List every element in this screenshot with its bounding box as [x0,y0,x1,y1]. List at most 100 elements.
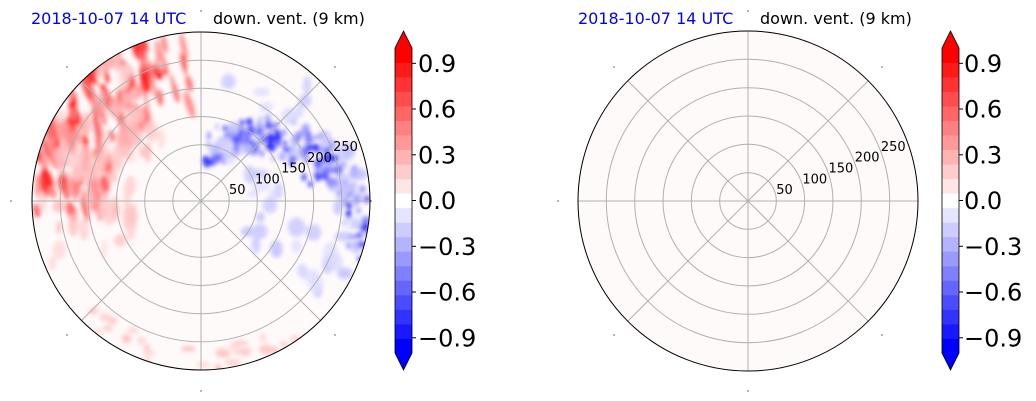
colorbar-band [395,135,412,151]
negative-cell [297,130,305,137]
colorbar-band [942,48,959,63]
positive-cell [35,172,41,195]
colorbar-band [395,236,412,252]
positive-cell [71,159,84,182]
positive-cell [98,90,107,107]
positive-cell [82,133,89,149]
colorbar-band [395,77,412,92]
colorbar-band [395,120,412,136]
positive-cell [228,342,239,350]
title-variable: down. vent. (9 km) [213,9,365,28]
negative-cell [256,148,263,155]
negative-cell [273,129,279,134]
colorbar-band [395,48,412,63]
positive-cell [144,343,151,352]
negative-cell [336,267,353,280]
negative-cell [273,134,283,140]
positive-cell [225,358,241,367]
positive-cell [123,92,131,106]
colorbar-band [942,280,959,296]
edge-tick [881,66,883,68]
positive-cell [47,185,57,199]
edge-tick [66,334,68,336]
colorbar-band [395,178,412,194]
negative-cell [305,144,314,149]
negative-cell [297,263,308,278]
colorbar-band [395,309,412,325]
negative-cell [203,160,211,168]
positive-cell [160,34,168,54]
positive-cell [93,328,103,334]
angular-gridline [81,200,202,321]
positive-cell [101,128,111,157]
negative-cell [257,127,263,136]
edge-tick [334,334,336,336]
radial-tick-label: 200 [307,151,332,166]
negative-cell [288,141,301,157]
angular-gridline [200,81,321,202]
negative-cell [266,113,271,122]
positive-cell [136,336,146,345]
negative-cell [273,182,284,199]
negative-cell [222,125,229,131]
colorbar-tick-label: 0.3 [418,141,456,169]
negative-cell [304,135,314,145]
edge-ticks [557,10,919,392]
positive-cell [106,170,119,184]
positive-cell [118,64,131,90]
negative-cell [262,197,278,214]
colorbar-band [395,222,412,238]
colorbar-band [942,91,959,107]
edge-tick [10,200,12,202]
negative-cell [274,139,279,145]
positive-cell [80,195,90,223]
colorbar-bands [941,30,960,371]
edge-tick [334,66,336,68]
colorbar-band [942,62,959,78]
negative-cell [292,156,298,161]
negative-cell [305,224,322,241]
colorbar-band [395,91,412,107]
positive-cell [259,333,267,342]
positive-cell [102,324,114,332]
edge-tick [747,390,749,392]
colorbar-band [395,338,412,354]
positive-cell [127,327,139,333]
polar-frame [31,31,371,371]
positive-cell [125,175,136,197]
negative-cell [251,236,261,254]
positive-cell [142,350,157,356]
colorbar-band [942,149,959,165]
negative-cell [268,143,276,153]
positive-cell [124,107,138,127]
colorbar-band [942,164,959,180]
colorbar-band [395,193,412,209]
colorbar-extend-min [942,353,959,370]
negative-cell [354,193,362,202]
colorbar-band [395,251,412,267]
negative-cell [358,185,367,194]
colorbar-band [942,265,959,281]
colorbar-band [942,309,959,325]
colorbar-outline [941,30,960,371]
angular-gridline [627,200,749,322]
negative-cell [321,166,331,176]
negative-cell [312,143,320,153]
edge-tick [66,66,68,68]
negative-cell [340,183,356,192]
colorbar-ticks: 0.9 0.6 0.3 0.0 −0.3 −0.6 −0.9 [959,50,1022,352]
positive-cell [113,54,122,72]
negative-cell [253,87,270,97]
colorbar: 0.9 0.6 0.3 0.0 −0.3 −0.6 −0.9 [941,30,1022,371]
negative-cell [265,119,270,130]
edge-tick [613,66,615,68]
colorbar-tick-label: −0.3 [964,233,1022,261]
colorbar-band [942,294,959,310]
colorbar-band [395,106,412,122]
colorbar-band [942,193,959,209]
colorbar-band [942,236,959,252]
positive-cell [88,309,98,315]
negative-cell [226,122,240,138]
negative-cell [307,181,313,188]
